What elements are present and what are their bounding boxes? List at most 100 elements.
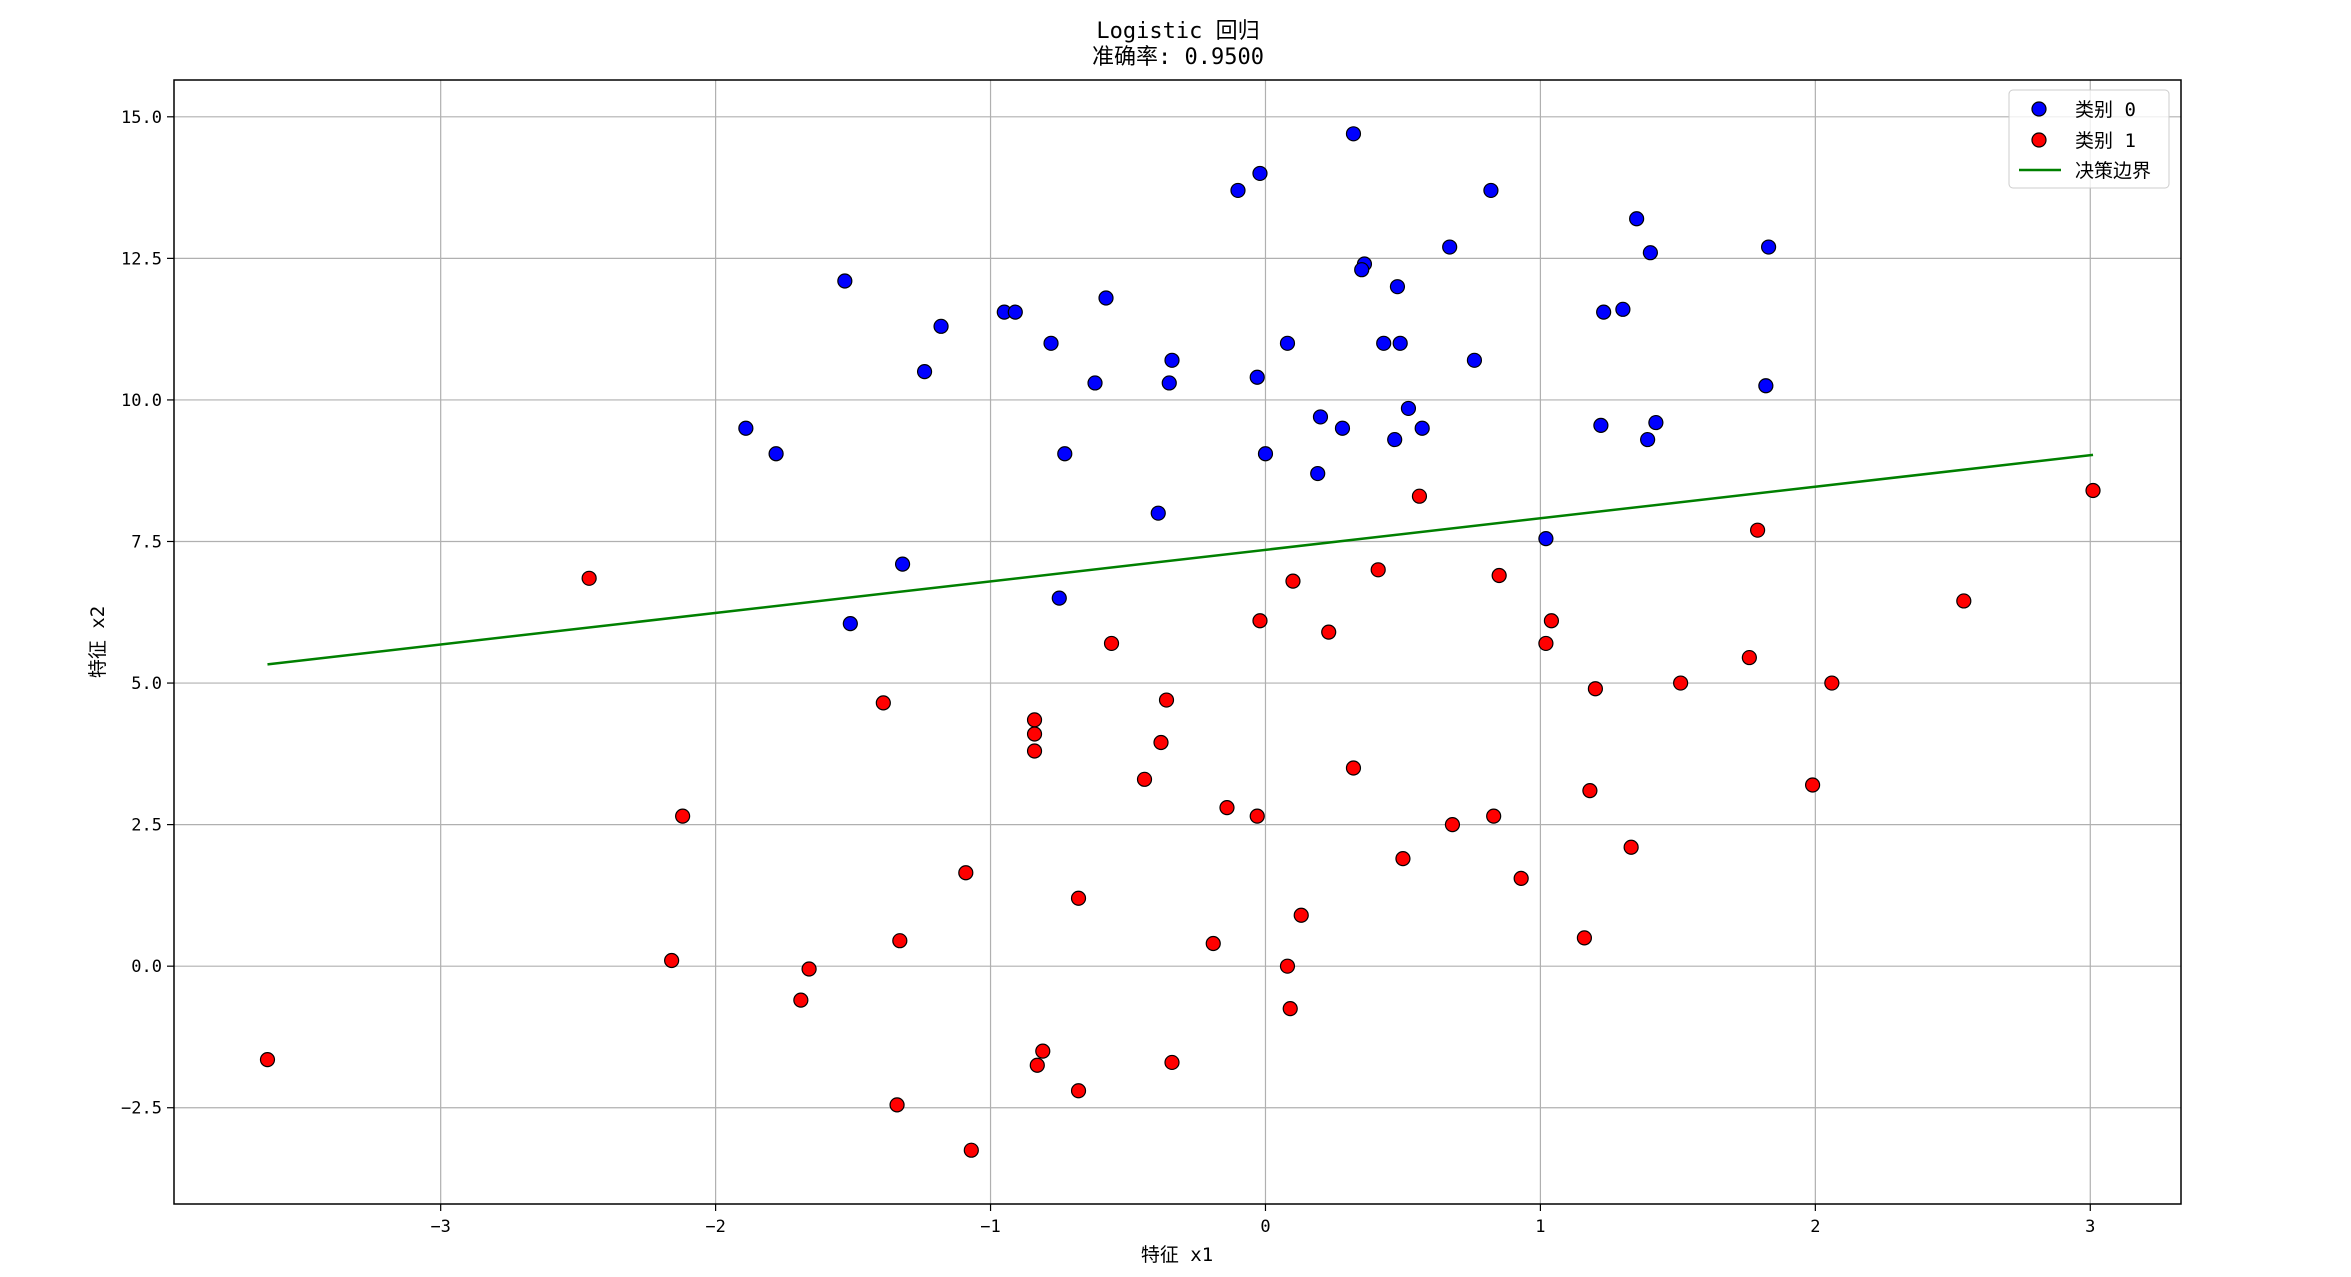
y-tick-label: 7.5 [131, 532, 162, 552]
data-point-class-0 [1648, 414, 1664, 431]
data-point-class-0 [1376, 335, 1392, 351]
axis-ticks: −3 −2 −1 0 1 2 3 −2.5 0.0 2.5 5.0 7.5 10.0 12.5 15.0 [121, 108, 2095, 1237]
data-point-class-1 [1956, 593, 1972, 609]
data-point-class-1 [675, 808, 691, 824]
data-point-class-0 [842, 615, 858, 632]
data-point-class-1 [1219, 800, 1235, 816]
x-axis-label: 特征 x1 [1141, 1244, 1213, 1266]
data-point-class-0 [1310, 465, 1326, 482]
data-point-class-1 [1164, 1054, 1180, 1071]
data-point-class-1 [1249, 808, 1265, 824]
data-point-class-1 [259, 1052, 276, 1068]
y-tick-label: 2.5 [131, 816, 162, 836]
data-point-class-1 [1741, 649, 1757, 666]
data-point-class-1 [1070, 890, 1087, 906]
data-point-class-1 [1035, 1043, 1051, 1059]
data-point-class-0 [1640, 431, 1656, 448]
data-point-class-0 [1230, 182, 1246, 199]
data-point-class-0 [1098, 290, 1114, 306]
decision-boundary-layer [267, 453, 2094, 666]
data-point-class-1 [1750, 522, 1766, 538]
y-tick-label: 15.0 [121, 108, 162, 128]
data-point-class-0 [1466, 352, 1483, 368]
legend-marker-class-0 [2031, 101, 2047, 117]
data-point-class-1 [1026, 712, 1043, 728]
data-point-class-1 [801, 961, 817, 977]
data-point-class-1 [581, 570, 597, 586]
data-point-class-0 [1334, 420, 1351, 436]
x-tick-label: 2 [1810, 1217, 1820, 1237]
data-point-class-1 [1370, 562, 1386, 578]
data-point-class-0 [768, 446, 784, 462]
data-point-class-1 [1282, 1001, 1298, 1017]
data-point-class-0 [1057, 446, 1073, 462]
data-point-class-1 [1070, 1083, 1087, 1099]
y-tick-label: −2.5 [121, 1099, 162, 1119]
y-tick-label: 0.0 [131, 957, 162, 977]
data-point-class-0 [1538, 531, 1554, 547]
legend: 类别 0 类别 1 决策边界 [2008, 89, 2170, 189]
data-point-class-0 [1345, 126, 1362, 142]
data-point-class-0 [1414, 420, 1430, 436]
data-point-class-0 [1593, 417, 1609, 434]
data-point-class-0 [1400, 400, 1417, 417]
data-point-class-0 [1043, 335, 1059, 351]
data-point-class-1 [1513, 870, 1529, 887]
data-point-class-0 [1442, 239, 1458, 255]
x-tick-label: 3 [2085, 1217, 2095, 1237]
data-point-class-1 [1491, 567, 1507, 584]
data-point-class-0 [738, 420, 754, 436]
data-point-class-0 [1257, 446, 1274, 462]
data-point-class-1 [1252, 613, 1268, 629]
grid [174, 80, 2181, 1204]
x-tick-label: 0 [1260, 1217, 1270, 1237]
data-point-class-0 [1312, 409, 1329, 425]
data-point-class-0 [933, 318, 949, 334]
data-point-class-1 [1136, 771, 1153, 787]
legend-box [2008, 89, 2170, 189]
x-tick-label: −2 [705, 1217, 725, 1237]
x-tick-label: −1 [980, 1217, 1000, 1237]
data-point-class-1 [1395, 850, 1411, 867]
y-tick-label: 12.5 [121, 249, 162, 269]
data-point-class-0 [1249, 369, 1265, 385]
legend-label-class-0: 类别 0 [2075, 99, 2136, 121]
data-point-class-0 [1758, 378, 1774, 394]
x-tick-label: 1 [1535, 1217, 1545, 1237]
y-axis-label: 特征 x2 [87, 606, 109, 678]
data-point-class-0 [1087, 375, 1103, 391]
data-point-class-0 [1354, 262, 1370, 278]
legend-label-decision-boundary: 决策边界 [2075, 160, 2151, 182]
data-point-class-0 [837, 273, 853, 289]
data-point-class-1 [1543, 613, 1560, 629]
data-points [259, 126, 2101, 1158]
data-point-class-1 [1486, 808, 1502, 824]
legend-label-class-1: 类别 1 [2075, 130, 2136, 152]
data-point-class-0 [1150, 505, 1166, 521]
data-point-class-1 [1103, 635, 1120, 652]
data-point-class-1 [958, 865, 974, 881]
x-tick-label: −3 [430, 1217, 450, 1237]
data-point-class-1 [1153, 734, 1169, 751]
data-point-class-0 [1615, 301, 1631, 317]
data-point-class-1 [1587, 681, 1603, 697]
data-point-class-0 [1051, 590, 1067, 606]
chart-subtitle: 准确率: 0.9500 [1092, 45, 1264, 70]
data-point-class-1 [1279, 958, 1296, 974]
data-point-class-1 [1538, 635, 1554, 652]
data-point-class-1 [1293, 907, 1309, 923]
data-point-class-1 [892, 933, 908, 949]
chart-title: Logistic 回归 [1096, 19, 1259, 44]
data-point-class-1 [889, 1097, 905, 1113]
data-point-class-1 [1026, 726, 1043, 742]
y-tick-label: 10.0 [121, 391, 162, 411]
data-point-class-1 [1158, 692, 1175, 708]
data-point-class-1 [1673, 675, 1689, 691]
data-point-class-0 [1007, 304, 1023, 320]
data-point-class-0 [1761, 239, 1777, 255]
data-point-class-1 [1824, 675, 1840, 691]
data-point-class-0 [1252, 165, 1268, 182]
